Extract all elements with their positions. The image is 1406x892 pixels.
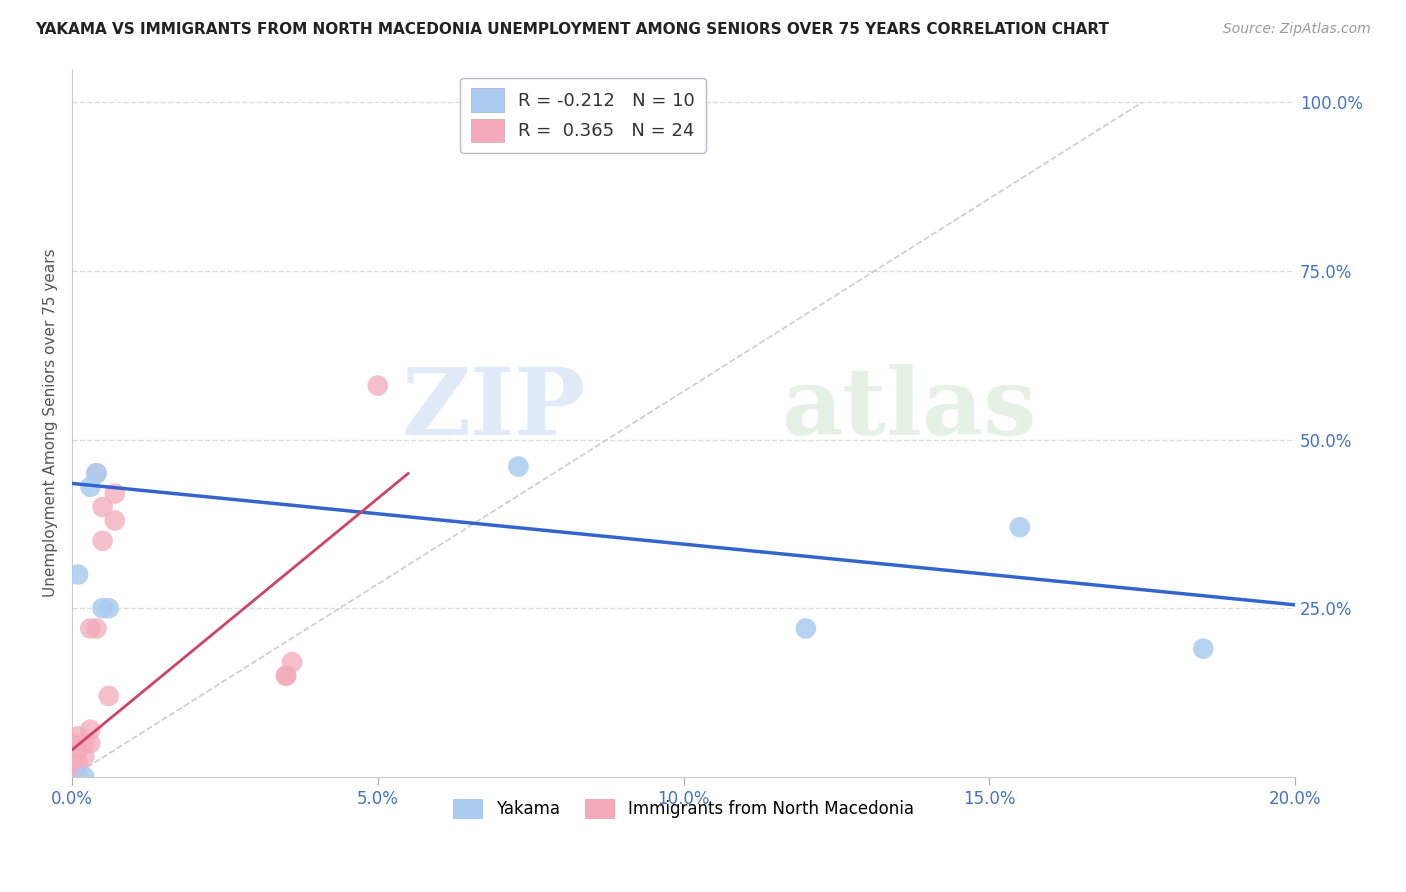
Point [274,668,297,682]
Point [86,467,108,481]
Y-axis label: Unemployment Among Seniors over 75 years: Unemployment Among Seniors over 75 years [44,248,58,597]
Text: ZIP: ZIP [402,364,586,453]
Point [67,756,90,771]
Point [91,533,114,548]
Point [73,736,96,750]
Point [79,480,101,494]
Point [86,467,108,481]
Point [73,770,96,784]
Point [104,514,127,528]
Point [794,622,817,636]
Legend: Yakama, Immigrants from North Macedonia: Yakama, Immigrants from North Macedonia [446,793,921,825]
Point [60,736,83,750]
Point [367,378,389,392]
Point [67,730,90,744]
Point [1008,520,1031,534]
Point [104,486,127,500]
Point [67,567,90,582]
Point [67,770,90,784]
Point [1192,641,1215,656]
Text: Source: ZipAtlas.com: Source: ZipAtlas.com [1223,22,1371,37]
Text: atlas: atlas [782,364,1036,453]
Point [91,500,114,514]
Point [86,622,108,636]
Point [97,689,120,703]
Point [79,736,101,750]
Point [60,756,83,771]
Point [281,655,304,669]
Point [274,668,297,682]
Point [60,770,83,784]
Point [73,749,96,764]
Point [91,601,114,615]
Text: YAKAMA VS IMMIGRANTS FROM NORTH MACEDONIA UNEMPLOYMENT AMONG SENIORS OVER 75 YEA: YAKAMA VS IMMIGRANTS FROM NORTH MACEDONI… [35,22,1109,37]
Point [79,723,101,737]
Point [79,622,101,636]
Point [508,459,530,474]
Point [97,601,120,615]
Point [60,770,83,784]
Point [67,743,90,757]
